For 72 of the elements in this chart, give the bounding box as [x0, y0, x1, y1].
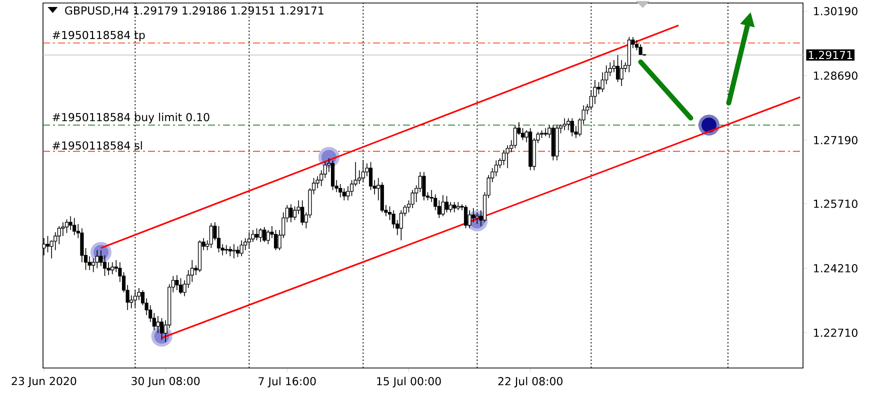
- ref-line-label: 1.29171: [808, 51, 852, 60]
- y-tick-label: 1.28690: [814, 72, 858, 80]
- candlestick: [410, 190, 414, 209]
- candlestick: [346, 186, 350, 201]
- candlestick: [175, 274, 179, 291]
- candlestick: [68, 216, 72, 231]
- candlestick: [468, 210, 472, 229]
- candlestick: [620, 60, 624, 87]
- ref-line-label: #1950118584 sl: [52, 141, 142, 150]
- candlestick: [464, 204, 468, 229]
- candlestick: [513, 124, 517, 149]
- candlestick: [64, 219, 69, 234]
- candlestick: [258, 228, 262, 243]
- candlestick: [228, 246, 232, 257]
- candlestick: [262, 226, 266, 243]
- candlestick: [240, 240, 244, 257]
- x-tick-label: 15 Jul 00:00: [377, 377, 441, 388]
- candlestick: [330, 160, 335, 191]
- candlestick: [178, 278, 183, 295]
- candlestick: [616, 54, 620, 83]
- candlestick: [92, 258, 96, 273]
- candlestick: [254, 228, 259, 241]
- candlestick: [441, 195, 445, 217]
- candlestick: [566, 118, 570, 131]
- candlestick: [110, 262, 114, 275]
- y-tick-label: 1.27190: [814, 136, 858, 145]
- candlestick: [80, 228, 84, 263]
- point: [698, 114, 720, 136]
- y-tick-label: 1.24210: [814, 264, 858, 273]
- candlestick: [95, 250, 99, 269]
- x-tick-label: 23 Jun 2020: [12, 377, 76, 388]
- candlestick: [156, 316, 160, 334]
- y-tick-label: 1.22710: [814, 328, 858, 338]
- candlestick: [475, 212, 479, 225]
- candlestick: [472, 208, 476, 223]
- candlestick: [596, 82, 601, 95]
- candlestick: [300, 200, 304, 226]
- candlestick: [99, 250, 103, 267]
- chart-title: GBPUSD,H4 1.29179 1.29186 1.29151 1.29171: [65, 6, 324, 16]
- x-tick-label: 22 Jul 08:00: [498, 377, 562, 388]
- x-tick-label: 30 Jun 08:00: [132, 377, 200, 388]
- candlestick: [634, 40, 639, 51]
- candlestick: [338, 184, 342, 198]
- y-tick-label: 1.25710: [814, 200, 858, 208]
- candlestick: [434, 194, 438, 211]
- candlestick: [209, 222, 213, 249]
- candlestick: [452, 202, 456, 214]
- candlestick: [502, 150, 506, 166]
- ref-line-label: #1950118584 buy limit 0.10: [52, 113, 210, 124]
- y-tick-label: 1.30190: [814, 7, 858, 16]
- x-tick-label: 7 Jul 16:00: [258, 377, 316, 388]
- candlestick: [106, 262, 110, 276]
- candlestick: [236, 246, 240, 258]
- candlestick: [422, 172, 426, 201]
- candlestick: [160, 318, 164, 341]
- candlestick: [46, 236, 50, 253]
- candlestick: [266, 230, 270, 245]
- candlestick: [368, 162, 373, 191]
- candlestick: [342, 188, 346, 201]
- candlestick: [289, 204, 293, 223]
- candlestick: [570, 118, 574, 137]
- candlestick: [444, 196, 449, 214]
- candlestick: [224, 244, 228, 255]
- candlestick: [72, 218, 76, 236]
- candlestick: [448, 202, 452, 214]
- candlestick: [216, 226, 221, 253]
- candlestick: [544, 128, 548, 137]
- candlestick: [274, 230, 278, 251]
- ref-line-label: #1950118584 tp: [52, 31, 145, 42]
- candlestick: [232, 244, 236, 260]
- candlestick: [88, 256, 92, 271]
- candlestick: [562, 118, 566, 131]
